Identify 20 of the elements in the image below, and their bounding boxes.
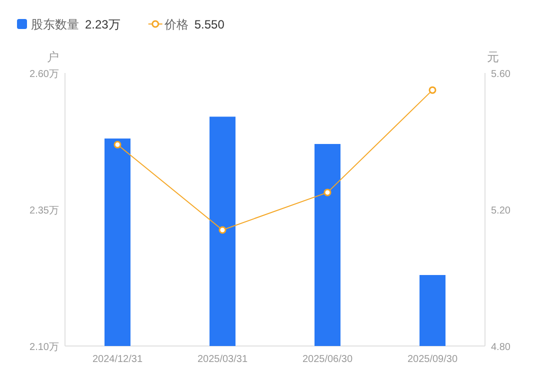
y-tick-label: 2.35万: [30, 206, 59, 216]
legend-label: 股东数量: [31, 18, 79, 32]
x-tick-label: 2025/06/30: [302, 354, 353, 365]
y-tick-label: 2.60万: [30, 69, 59, 80]
x-tick-label: 2025/03/31: [197, 354, 248, 365]
y2-tick-label: 5.60: [491, 69, 511, 80]
point: [218, 226, 226, 234]
y2-tick-label: 4.80: [491, 342, 511, 353]
y-tick-label: 2.10万: [30, 342, 59, 353]
point: [324, 188, 332, 196]
point: [428, 86, 436, 94]
x-tick-label: 2024/12/31: [92, 354, 143, 365]
text: 5.550: [194, 18, 225, 32]
x-tick-label: 2025/09/30: [407, 354, 458, 365]
y-axis-title: 户: [47, 50, 59, 64]
legend-label: 价格: [163, 18, 188, 32]
y2-tick-label: 5.20: [491, 206, 511, 216]
text: 2.23万: [85, 18, 120, 32]
y2-axis-title: 元: [487, 50, 499, 64]
point: [114, 140, 122, 148]
